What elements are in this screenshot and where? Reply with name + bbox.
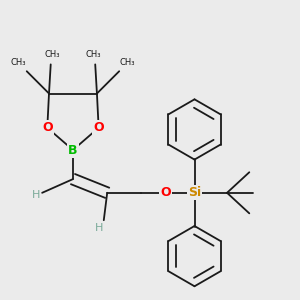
Text: CH₃: CH₃ bbox=[120, 58, 136, 67]
Text: CH₃: CH₃ bbox=[86, 50, 101, 58]
Text: B: B bbox=[68, 143, 78, 157]
Text: O: O bbox=[160, 186, 171, 199]
Text: CH₃: CH₃ bbox=[45, 50, 60, 58]
Text: O: O bbox=[42, 121, 52, 134]
Text: H: H bbox=[32, 190, 40, 200]
Text: CH₃: CH₃ bbox=[11, 58, 26, 67]
Text: O: O bbox=[93, 121, 104, 134]
Text: H: H bbox=[94, 223, 103, 233]
Text: Si: Si bbox=[188, 186, 201, 199]
